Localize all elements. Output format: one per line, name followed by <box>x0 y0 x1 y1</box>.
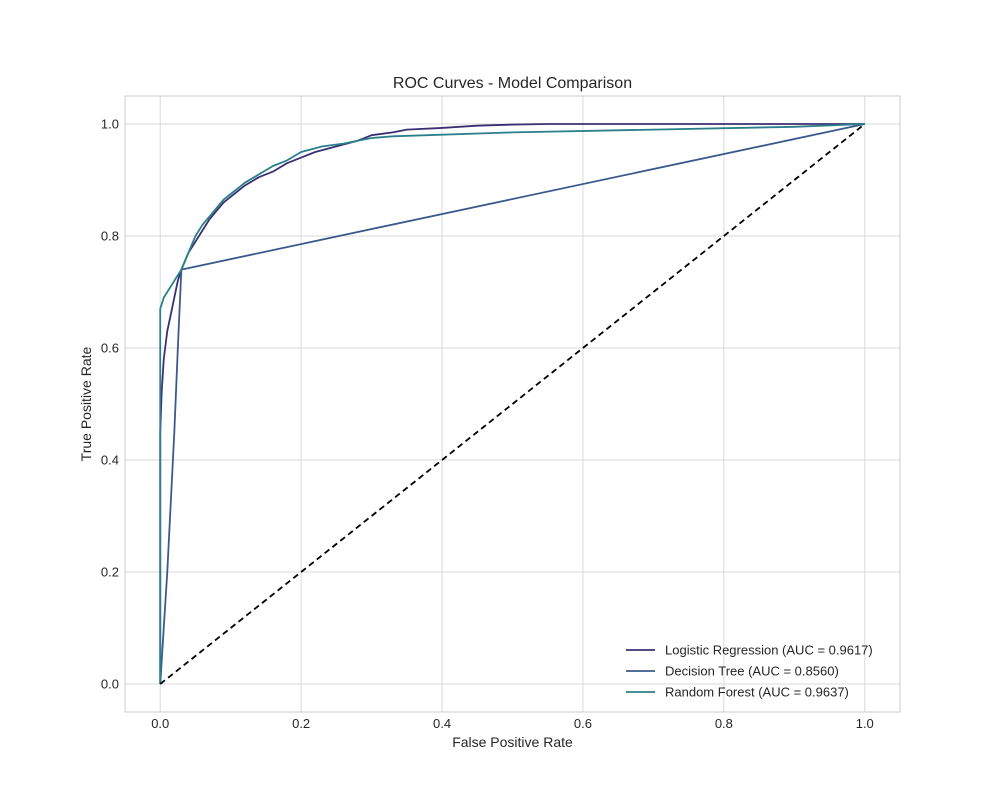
roc-series-line-2 <box>159 123 865 684</box>
x-tick-label: 0.6 <box>574 716 592 731</box>
y-tick-label: 1.0 <box>101 117 119 132</box>
grid <box>125 96 900 712</box>
roc-series-line-1 <box>159 123 865 685</box>
legend-entry-label: Random Forest (AUC = 0.9637) <box>665 685 849 700</box>
y-tick-label: 0.4 <box>101 453 119 468</box>
x-tick-label: 0.4 <box>433 716 451 731</box>
x-tick-label: 0.0 <box>151 716 169 731</box>
roc-series-line-0 <box>159 123 865 684</box>
plot-frame <box>124 95 901 713</box>
legend-entry-label: Decision Tree (AUC = 0.8560) <box>665 664 839 679</box>
y-axis-label: True Positive Rate <box>78 346 94 461</box>
series-lines <box>159 123 866 685</box>
legend-entry-label: Logistic Regression (AUC = 0.9617) <box>665 643 873 658</box>
x-axis-label: False Positive Rate <box>452 734 573 750</box>
x-tick-label: 0.8 <box>715 716 733 731</box>
y-tick-label: 0.2 <box>101 565 119 580</box>
tick-labels: 0.0 0.2 0.4 0.6 0.8 1.0 0.0 0.2 0.4 0.6 0.8 1.0 <box>101 117 874 732</box>
x-tick-label: 0.2 <box>292 716 310 731</box>
legend: Logistic Regression (AUC = 0.9617) Decisi… <box>626 643 873 700</box>
y-tick-label: 0.6 <box>101 341 119 356</box>
y-tick-label: 0.0 <box>101 677 119 692</box>
y-tick-label: 0.8 <box>101 229 119 244</box>
random-guess-diagonal-line <box>159 123 866 685</box>
chart-title: ROC Curves - Model Comparison <box>393 75 632 92</box>
x-tick-label: 1.0 <box>856 716 874 731</box>
